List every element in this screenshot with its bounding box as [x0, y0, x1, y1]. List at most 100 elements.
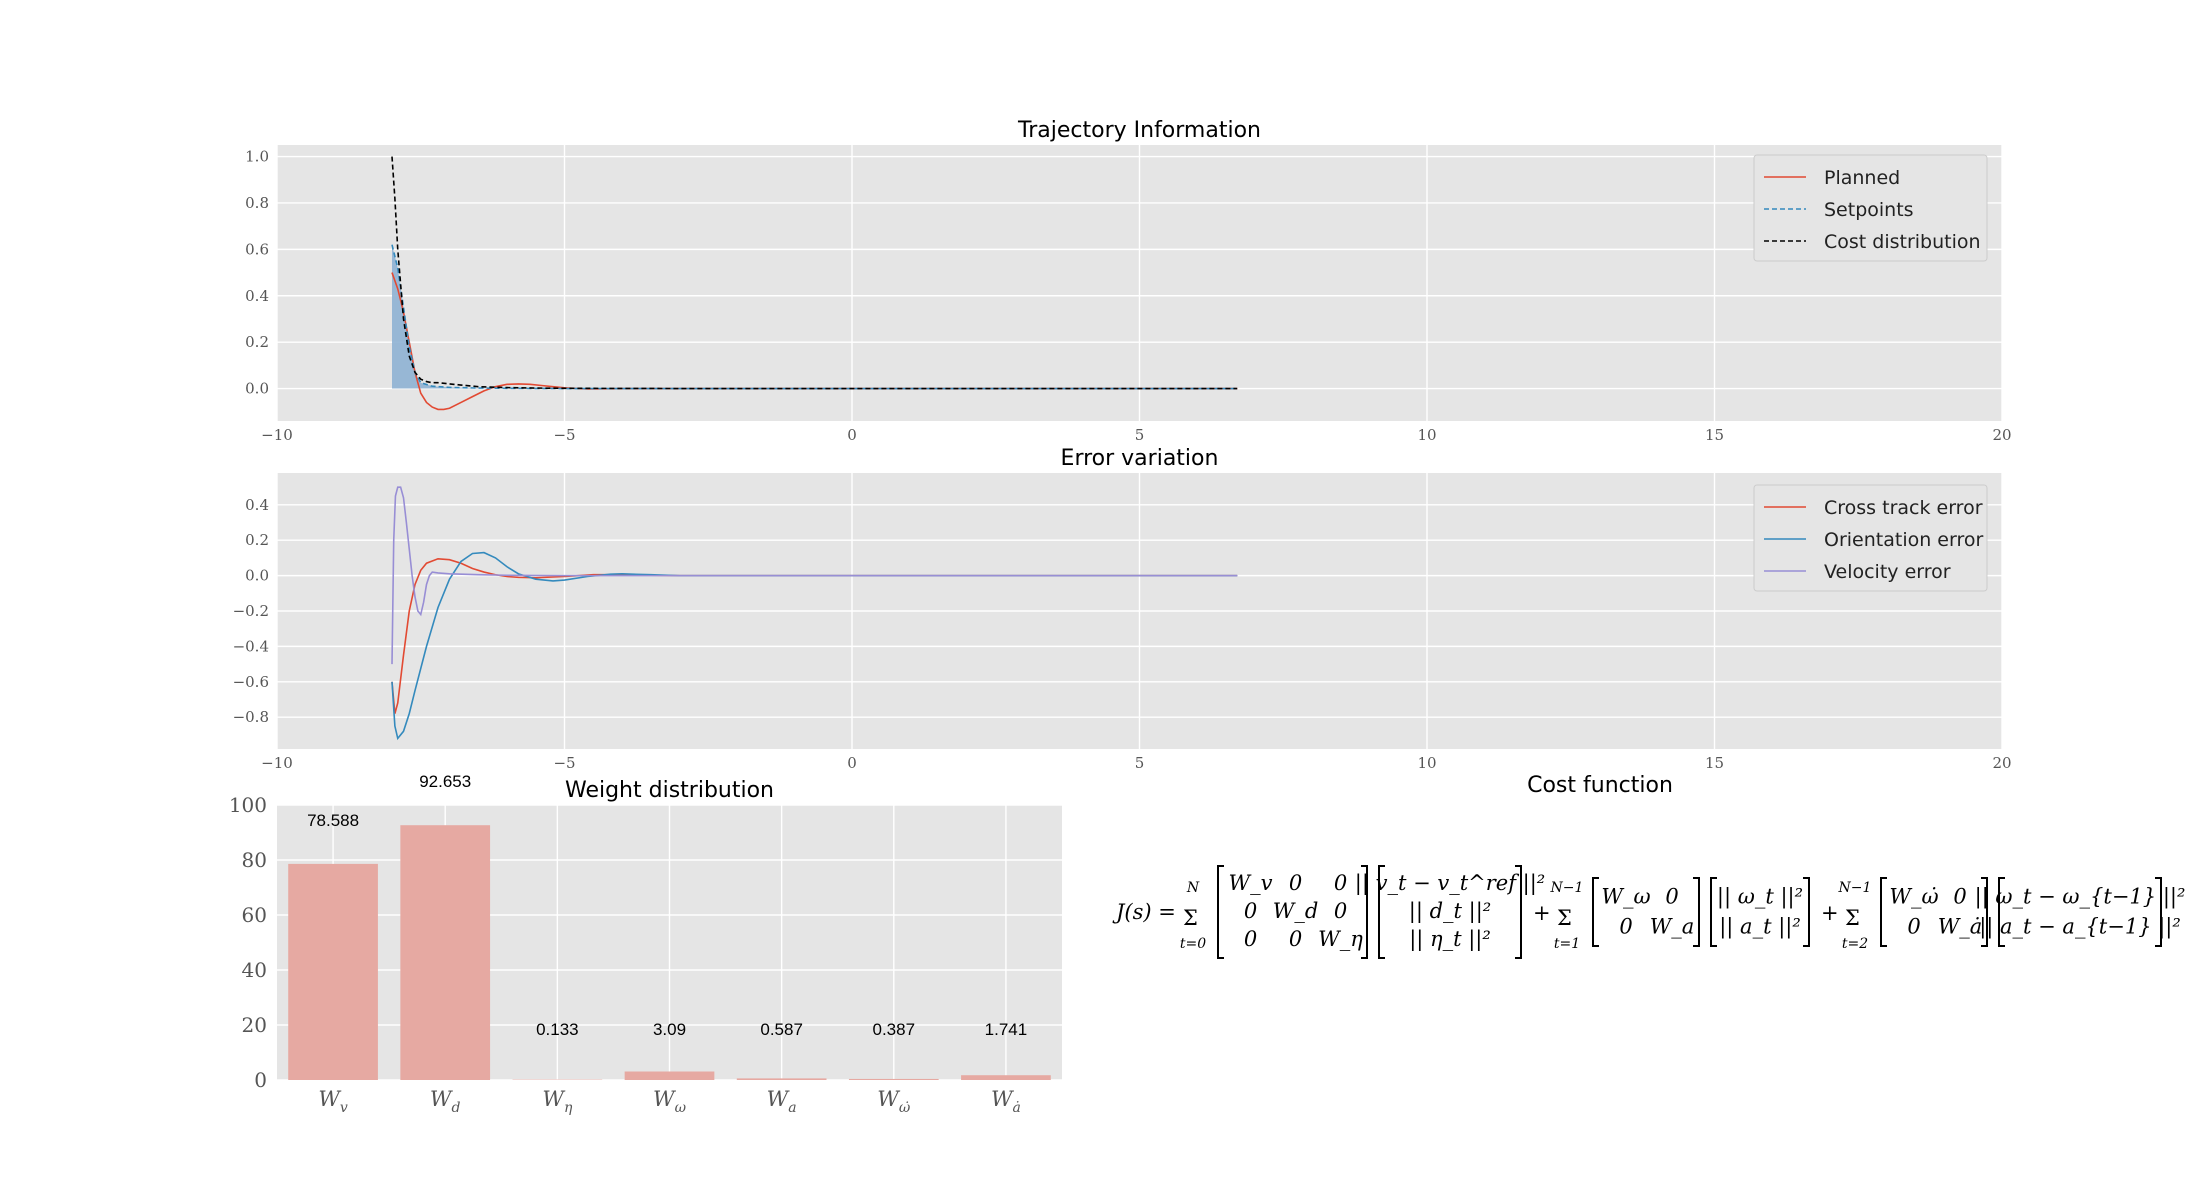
- series-line-cost-distribution: [391, 156, 1238, 390]
- sum-symbol: Σ: [1183, 906, 1198, 930]
- y-tick-label: 40: [242, 958, 267, 982]
- matrix-entry: W_ω̇: [1889, 885, 1938, 909]
- x-tick-label: 5: [1135, 754, 1145, 772]
- y-tick-label: 0.4: [245, 287, 269, 305]
- x-tick-label: Wa: [767, 1087, 797, 1116]
- legend-label: Velocity error: [1824, 561, 1951, 583]
- x-tick-label: −10: [261, 754, 293, 772]
- bar: [736, 1078, 827, 1080]
- matrix-entry: 0: [1953, 885, 1966, 909]
- y-tick-label: 0.8: [245, 194, 269, 212]
- y-tick-label: 0.0: [245, 380, 269, 398]
- matrix-left-bracket: [1592, 877, 1599, 947]
- sum-symbol: Σ: [1845, 906, 1860, 930]
- chart-title: Weight distribution: [565, 778, 774, 803]
- chart-title: Error variation: [1061, 446, 1219, 471]
- matrix-entry: W_η: [1318, 927, 1363, 951]
- sum-upper-limit: N−1: [1838, 880, 1872, 896]
- sum-lower-limit: t=1: [1554, 936, 1580, 952]
- y-tick-label: 0: [254, 1068, 267, 1092]
- x-tick-label: 5: [1135, 426, 1145, 444]
- matrix-left-bracket: [1217, 865, 1224, 959]
- vector-entry: || v_t − v_t^ref ||²: [1355, 871, 1545, 896]
- bar: [961, 1075, 1051, 1080]
- x-tick-label: 15: [1705, 754, 1724, 772]
- vector-right-bracket: [2155, 877, 2162, 947]
- y-tick-label: 0.2: [245, 531, 269, 549]
- sum-upper-limit: N: [1186, 880, 1200, 896]
- matrix-entry: 0: [1619, 915, 1632, 939]
- legend-label: Cost distribution: [1824, 231, 1981, 253]
- vector-left-bracket: [1998, 877, 2005, 947]
- sum-lower-limit: t=2: [1842, 936, 1868, 952]
- x-tick-label: −10: [261, 426, 293, 444]
- y-tick-label: 0.4: [245, 496, 269, 514]
- vector-entry: || ω_t − ω_{t−1} ||²: [1975, 885, 2186, 910]
- series-line-orientation-error: [391, 551, 1238, 741]
- matrix-entry: W_a: [1650, 915, 1695, 939]
- matrix-left-bracket: [1880, 877, 1887, 947]
- vector-left-bracket: [1710, 877, 1717, 947]
- legend-label: Cross track error: [1824, 497, 1983, 519]
- series-line-velocity-error: [391, 486, 1238, 665]
- x-tick-label: Wd: [430, 1087, 461, 1116]
- bar: [400, 825, 491, 1080]
- x-tick-label: Wȧ: [991, 1087, 1021, 1116]
- y-tick-label: 100: [229, 793, 267, 817]
- vector-right-bracket: [1515, 865, 1522, 959]
- cost-function-title: Cost function: [1527, 773, 1673, 798]
- y-tick-label: 80: [242, 848, 267, 872]
- x-tick-label: Wv: [318, 1087, 348, 1116]
- matrix-entry: W_ω: [1601, 885, 1650, 909]
- plus-sign: +: [1533, 901, 1551, 925]
- bar-value-label: 0.133: [536, 1020, 579, 1039]
- bar: [848, 1078, 939, 1080]
- bar: [624, 1071, 715, 1080]
- x-tick-label: −5: [553, 754, 575, 772]
- vector-left-bracket: [1378, 865, 1385, 959]
- plus-sign: +: [1821, 901, 1839, 925]
- vector-entry: || d_t ||²: [1409, 899, 1491, 924]
- vector-entry: || ω_t ||²: [1717, 885, 1803, 910]
- matrix-entry: 0: [1334, 899, 1347, 923]
- matrix-right-bracket: [1693, 877, 1700, 947]
- matrix-entry: 0: [1289, 871, 1302, 895]
- y-tick-label: 20: [242, 1013, 267, 1037]
- x-tick-label: 20: [1992, 426, 2011, 444]
- matrix-entry: 0: [1244, 927, 1257, 951]
- vector-entry: || a_t ||²: [1719, 915, 1801, 940]
- y-tick-label: −0.2: [233, 602, 269, 620]
- y-tick-label: −0.8: [233, 708, 269, 726]
- matrix-entry: W_d: [1273, 899, 1319, 923]
- legend-box: [1753, 154, 1988, 262]
- x-tick-label: 10: [1417, 754, 1436, 772]
- matrix-entry: 0: [1244, 899, 1257, 923]
- matrix-right-bracket: [1361, 865, 1368, 959]
- matrix-right-bracket: [1981, 877, 1988, 947]
- bar-value-label: 0.387: [873, 1020, 916, 1039]
- y-tick-label: 60: [242, 903, 267, 927]
- matrix-entry: 0: [1289, 927, 1302, 951]
- y-tick-label: 0.0: [245, 567, 269, 585]
- x-tick-label: 0: [847, 426, 857, 444]
- legend-box: [1753, 484, 1988, 592]
- legend-label: Setpoints: [1824, 199, 1914, 221]
- vector-entry: || a_t − a_{t−1} ||²: [1979, 915, 2181, 940]
- x-tick-label: 15: [1705, 426, 1724, 444]
- y-tick-label: −0.4: [233, 637, 269, 655]
- bar-value-label: 78.588: [307, 811, 359, 830]
- chart-title: Trajectory Information: [1017, 118, 1261, 143]
- x-tick-label: Wη: [542, 1087, 573, 1116]
- x-tick-label: −5: [553, 426, 575, 444]
- vector-entry: || η_t ||²: [1409, 927, 1491, 952]
- x-tick-label: Wω̇: [877, 1087, 911, 1116]
- x-tick-label: 20: [1992, 754, 2011, 772]
- legend-label: Planned: [1824, 167, 1900, 189]
- equation-lhs: J(s) =: [1112, 900, 1176, 924]
- y-tick-label: 1.0: [245, 148, 269, 166]
- bar-value-label: 3.09: [653, 1020, 686, 1039]
- y-tick-label: −0.6: [233, 673, 269, 691]
- y-tick-label: 0.2: [245, 333, 269, 351]
- matrix-entry: 0: [1334, 871, 1347, 895]
